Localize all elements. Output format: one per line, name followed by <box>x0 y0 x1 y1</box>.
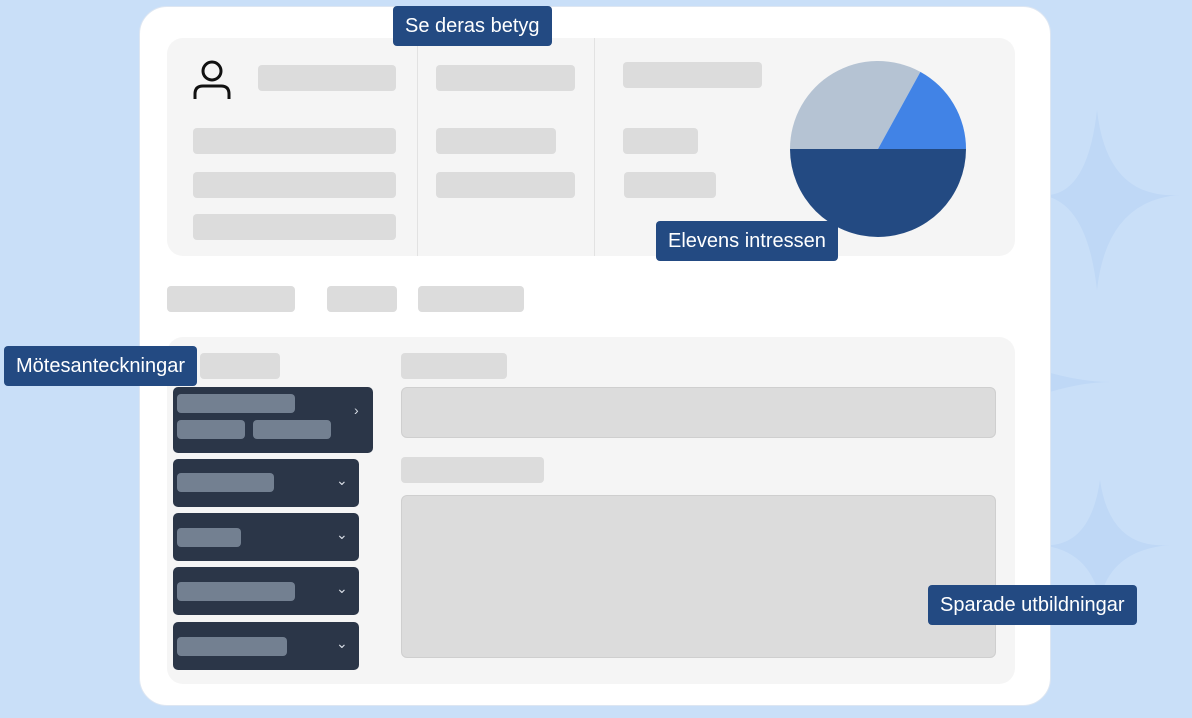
placeholder <box>193 172 396 198</box>
note-title-field[interactable] <box>401 387 996 438</box>
note-body-field[interactable] <box>401 495 996 658</box>
meeting-item-expanded[interactable]: › <box>173 387 373 453</box>
placeholder <box>436 172 575 198</box>
meeting-item[interactable]: ⌄ <box>173 459 359 507</box>
placeholder <box>401 353 507 379</box>
divider <box>594 38 595 256</box>
background-sparkles <box>1040 110 1180 600</box>
placeholder <box>401 457 544 483</box>
placeholder <box>623 62 762 88</box>
grades-label: Se deras betyg <box>393 6 552 46</box>
pie-slice-2 <box>790 149 966 237</box>
placeholder <box>258 65 396 91</box>
placeholder <box>624 172 716 198</box>
saved-educations-label: Sparade utbildningar <box>928 585 1137 625</box>
placeholder <box>623 128 698 154</box>
pie-slice-0 <box>790 60 921 149</box>
chevron-down-icon: ⌄ <box>336 526 348 542</box>
chevron-down-icon: ⌄ <box>336 472 348 488</box>
placeholder <box>193 214 396 240</box>
tab-placeholder[interactable] <box>167 286 295 312</box>
divider <box>417 38 418 256</box>
user-icon <box>193 60 231 99</box>
placeholder <box>193 128 396 154</box>
meeting-item[interactable]: ⌄ <box>173 622 359 670</box>
chevron-down-icon: ⌄ <box>336 635 348 651</box>
placeholder <box>436 128 556 154</box>
meeting-item[interactable]: ⌄ <box>173 513 359 561</box>
chevron-down-icon: ⌄ <box>336 580 348 596</box>
meeting-item[interactable]: ⌄ <box>173 567 359 615</box>
placeholder <box>200 353 280 379</box>
tab-placeholder[interactable] <box>418 286 524 312</box>
interests-pie-chart <box>790 60 966 237</box>
pie-slice-1 <box>878 71 966 149</box>
tab-placeholder[interactable] <box>327 286 397 312</box>
interests-label: Elevens intressen <box>656 221 838 261</box>
placeholder <box>436 65 575 91</box>
meeting-notes-label: Mötesanteckningar <box>4 346 197 386</box>
chevron-right-icon: › <box>354 402 359 418</box>
